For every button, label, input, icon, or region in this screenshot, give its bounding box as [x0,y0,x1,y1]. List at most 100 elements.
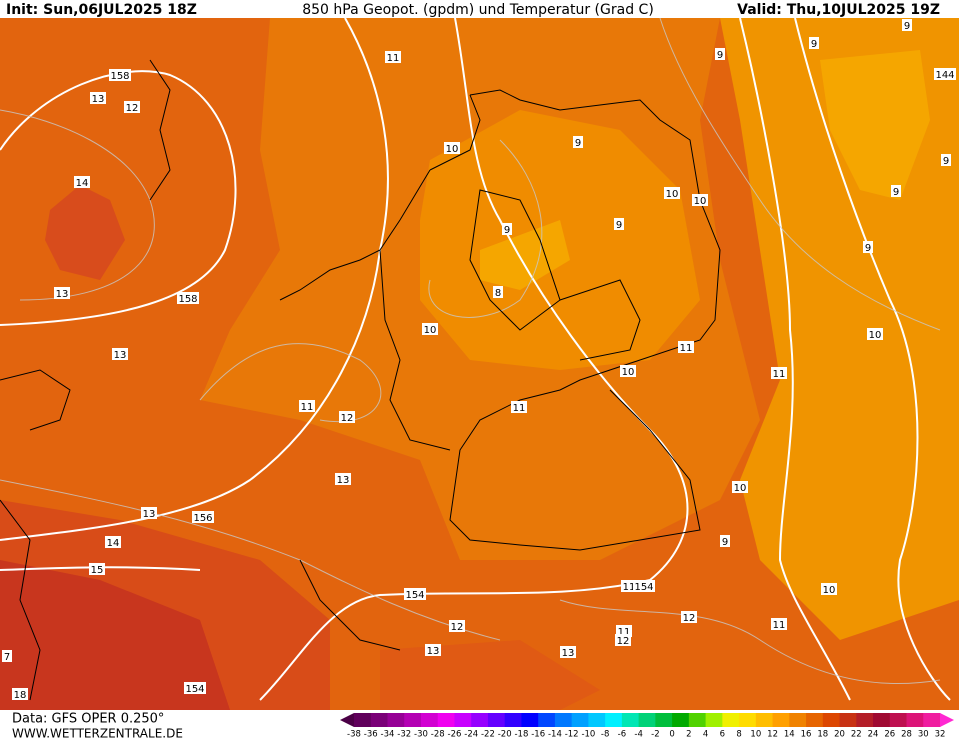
temp-field-yellow [820,50,930,200]
colorbar-swatch [822,713,841,727]
colorbar-swatch [354,713,372,727]
contour-label: 13 [56,289,69,300]
contour-label-box [614,218,624,230]
colorbar-swatch [471,713,489,727]
colorbar-label: -24 [464,730,478,740]
colorbar-label: -22 [481,730,495,740]
map: 158 13 12 14 13 158 13 11 10 9 9 9 8 10 10 10 11 10 11 10 9 9… [0,17,959,710]
colorbar-swatch [404,713,422,727]
contour-label-box [678,341,694,353]
contour-label: 8 [495,288,501,299]
colorbar-label: -34 [381,730,395,740]
colorbar-swatch [621,713,640,727]
contour-label: 9 [904,21,910,32]
contour-label-box [863,241,873,253]
site-name: WWW.WETTERZENTRALE.DE [12,727,183,741]
colorbar-swatch [605,713,623,727]
colorbar-swatch [571,713,589,727]
contour-label: 9 [717,50,723,61]
contour-label-box [633,580,655,592]
contour-label: 158 [110,71,129,82]
contour-label-box [105,536,121,548]
colorbar-label: -36 [364,730,378,740]
colorbar-label: 30 [918,730,929,740]
colorbar-swatch [370,713,388,727]
colorbar-label: -16 [531,730,545,740]
colorbar-label: -18 [514,730,528,740]
contour-label: 12 [683,613,696,624]
colorbar-label: -4 [634,730,642,740]
colorbar-swatch [923,713,941,727]
contour-label-box [112,348,128,360]
contour-label: 18 [14,690,27,701]
colorbar-label: -38 [347,730,361,740]
contour-label-box [339,411,355,423]
contour-label: 10 [869,330,882,341]
contour-label: 9 [893,187,899,198]
colorbar-label: 22 [851,730,862,740]
colorbar-swatch [705,713,723,727]
contour-label-box [511,401,527,413]
colorbar-swatch [839,713,857,727]
contour-label: 10 [424,325,437,336]
contour-label-box [444,142,460,154]
contour-label-box [299,400,315,412]
contour-label: 11 [618,627,631,638]
contour-label-box [867,328,883,340]
colorbar-swatch [554,713,573,727]
colorbar-label: 10 [750,730,761,740]
colorbar-swatch [873,713,891,727]
colorbar-label: 14 [784,730,795,740]
colorbar-label: 26 [884,730,895,740]
colorbar-swatch [638,713,656,727]
contour-label: 15 [91,565,104,576]
contour-label: 9 [616,220,622,231]
contour-label-box [809,37,819,49]
contour-label-box [732,481,748,493]
contour-label-box [177,292,199,304]
contour-label: 12 [341,413,354,424]
colorbar-swatch [420,713,439,727]
colorbar-label: 8 [736,730,741,740]
contour-label-box [771,618,787,630]
contour-label: 10 [622,367,635,378]
contour-label: 9 [575,138,581,149]
contour-label-box [615,634,631,646]
contour-label-box [192,511,214,523]
contour-label-box [449,620,465,632]
temp-field-hotter [0,560,230,710]
contour-label: 10 [734,483,747,494]
colorbar-swatch [806,713,824,727]
contour-label: 13 [114,350,127,361]
contour-label: 12 [617,636,630,647]
colorbar-label: -12 [565,730,579,740]
colorbar-label: 20 [834,730,845,740]
contour-label-box [425,644,441,656]
contour-label: 13 [92,94,105,105]
contour-label-box [89,563,105,575]
contour-label-box [502,223,512,235]
valid-time: Valid: Thu,10JUL2025 19Z [737,2,940,18]
colorbar-label: 16 [801,730,812,740]
contour-label-box [90,92,106,104]
colorbar-label: 0 [669,730,674,740]
colorbar-label: 18 [817,730,828,740]
colorbar-swatch [789,713,807,727]
colorbar-swatch [672,713,690,727]
data-source: Data: GFS OPER 0.250° [12,712,164,727]
contour-label: 14 [107,538,120,549]
colorbar-swatch [906,713,924,727]
contour-label-box [2,650,12,662]
contour-label-box [620,365,636,377]
contour-label: 11 [680,343,693,354]
contour-label-box [385,51,401,63]
colorbar-swatch [387,713,405,727]
contour-label: 144 [935,70,954,81]
contour-label-box [422,323,438,335]
contour-label-box [335,473,351,485]
contour-label: 10 [666,189,679,200]
contour-labels: 158 13 12 14 13 158 13 11 10 9 9 9 8 10 10 10 11 10 11 10 9 9… [2,19,956,701]
colorbar-swatch [688,713,707,727]
colorbar-label: 28 [901,730,912,740]
